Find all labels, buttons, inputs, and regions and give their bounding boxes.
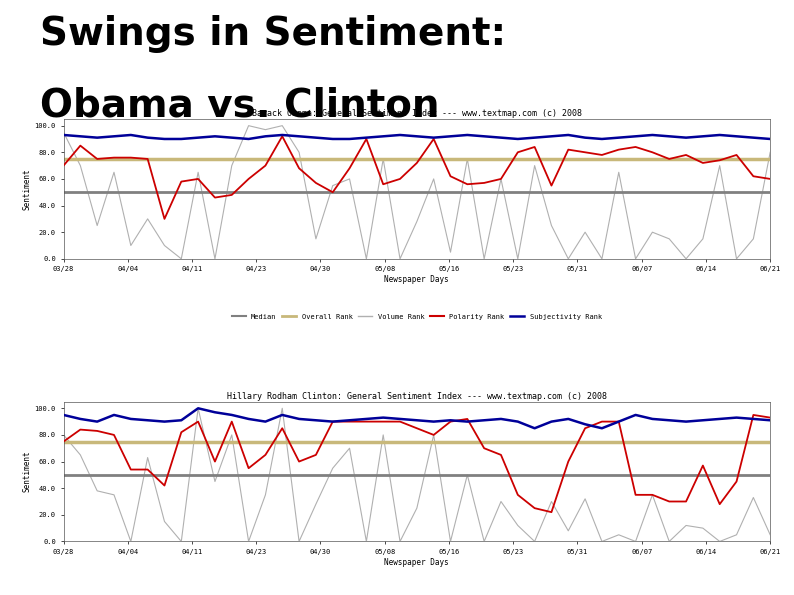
Title: Hillary Rodham Clinton: General Sentiment Index --- www.textmap.com (c) 2008: Hillary Rodham Clinton: General Sentimen… — [227, 392, 607, 401]
Y-axis label: Sentiment: Sentiment — [23, 451, 32, 492]
Legend: Median, Overall Rank, Volume Rank, Polarity Rank, Subjectivity Rank: Median, Overall Rank, Volume Rank, Polar… — [229, 311, 605, 322]
X-axis label: Newspaper Days: Newspaper Days — [384, 558, 449, 567]
Title: Barack Obama: General Sentiment Index --- www.textmap.com (c) 2008: Barack Obama: General Sentiment Index --… — [252, 109, 582, 118]
Text: Obama vs. Clinton: Obama vs. Clinton — [40, 86, 439, 124]
Legend: Median, Overall Rank, Volume Rank, Polarity Rank, Subjectivity Rank: Median, Overall Rank, Volume Rank, Polar… — [229, 594, 605, 595]
Text: Swings in Sentiment:: Swings in Sentiment: — [40, 15, 506, 53]
Y-axis label: Sentiment: Sentiment — [23, 168, 32, 209]
X-axis label: Newspaper Days: Newspaper Days — [384, 275, 449, 284]
